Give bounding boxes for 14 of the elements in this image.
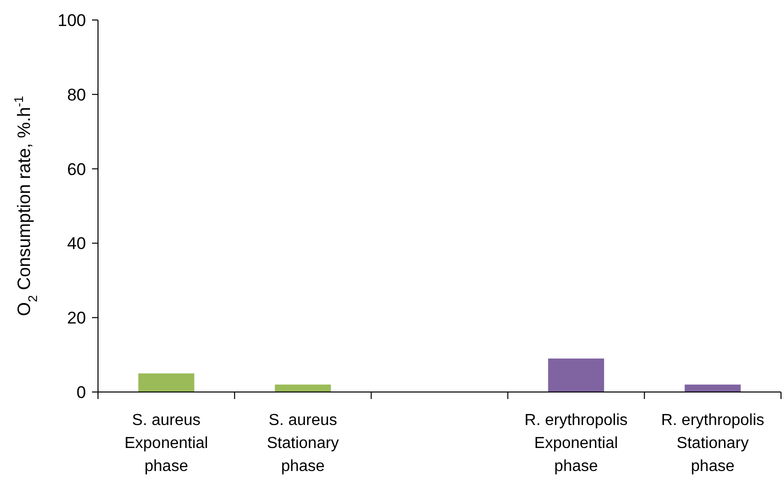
x-tick-label: R. erythropolis Stationary phase <box>661 412 764 475</box>
y-tick-label: 40 <box>67 234 86 254</box>
x-tick-label: R. erythropolis Exponential phase <box>524 412 628 475</box>
y-tick-label: 20 <box>67 308 86 328</box>
x-tick-label: S. aureus Stationary phase <box>266 412 339 475</box>
bar <box>684 384 741 392</box>
y-tick-label: 60 <box>67 160 86 179</box>
bar <box>548 358 604 392</box>
y-tick-label: 100 <box>58 10 86 30</box>
bar <box>138 373 194 392</box>
bar <box>274 384 331 392</box>
y-tick-label: 0 <box>76 382 86 402</box>
y-tick-label: 80 <box>67 85 86 104</box>
x-tick-label: S. aureus Exponential phase <box>124 412 208 475</box>
